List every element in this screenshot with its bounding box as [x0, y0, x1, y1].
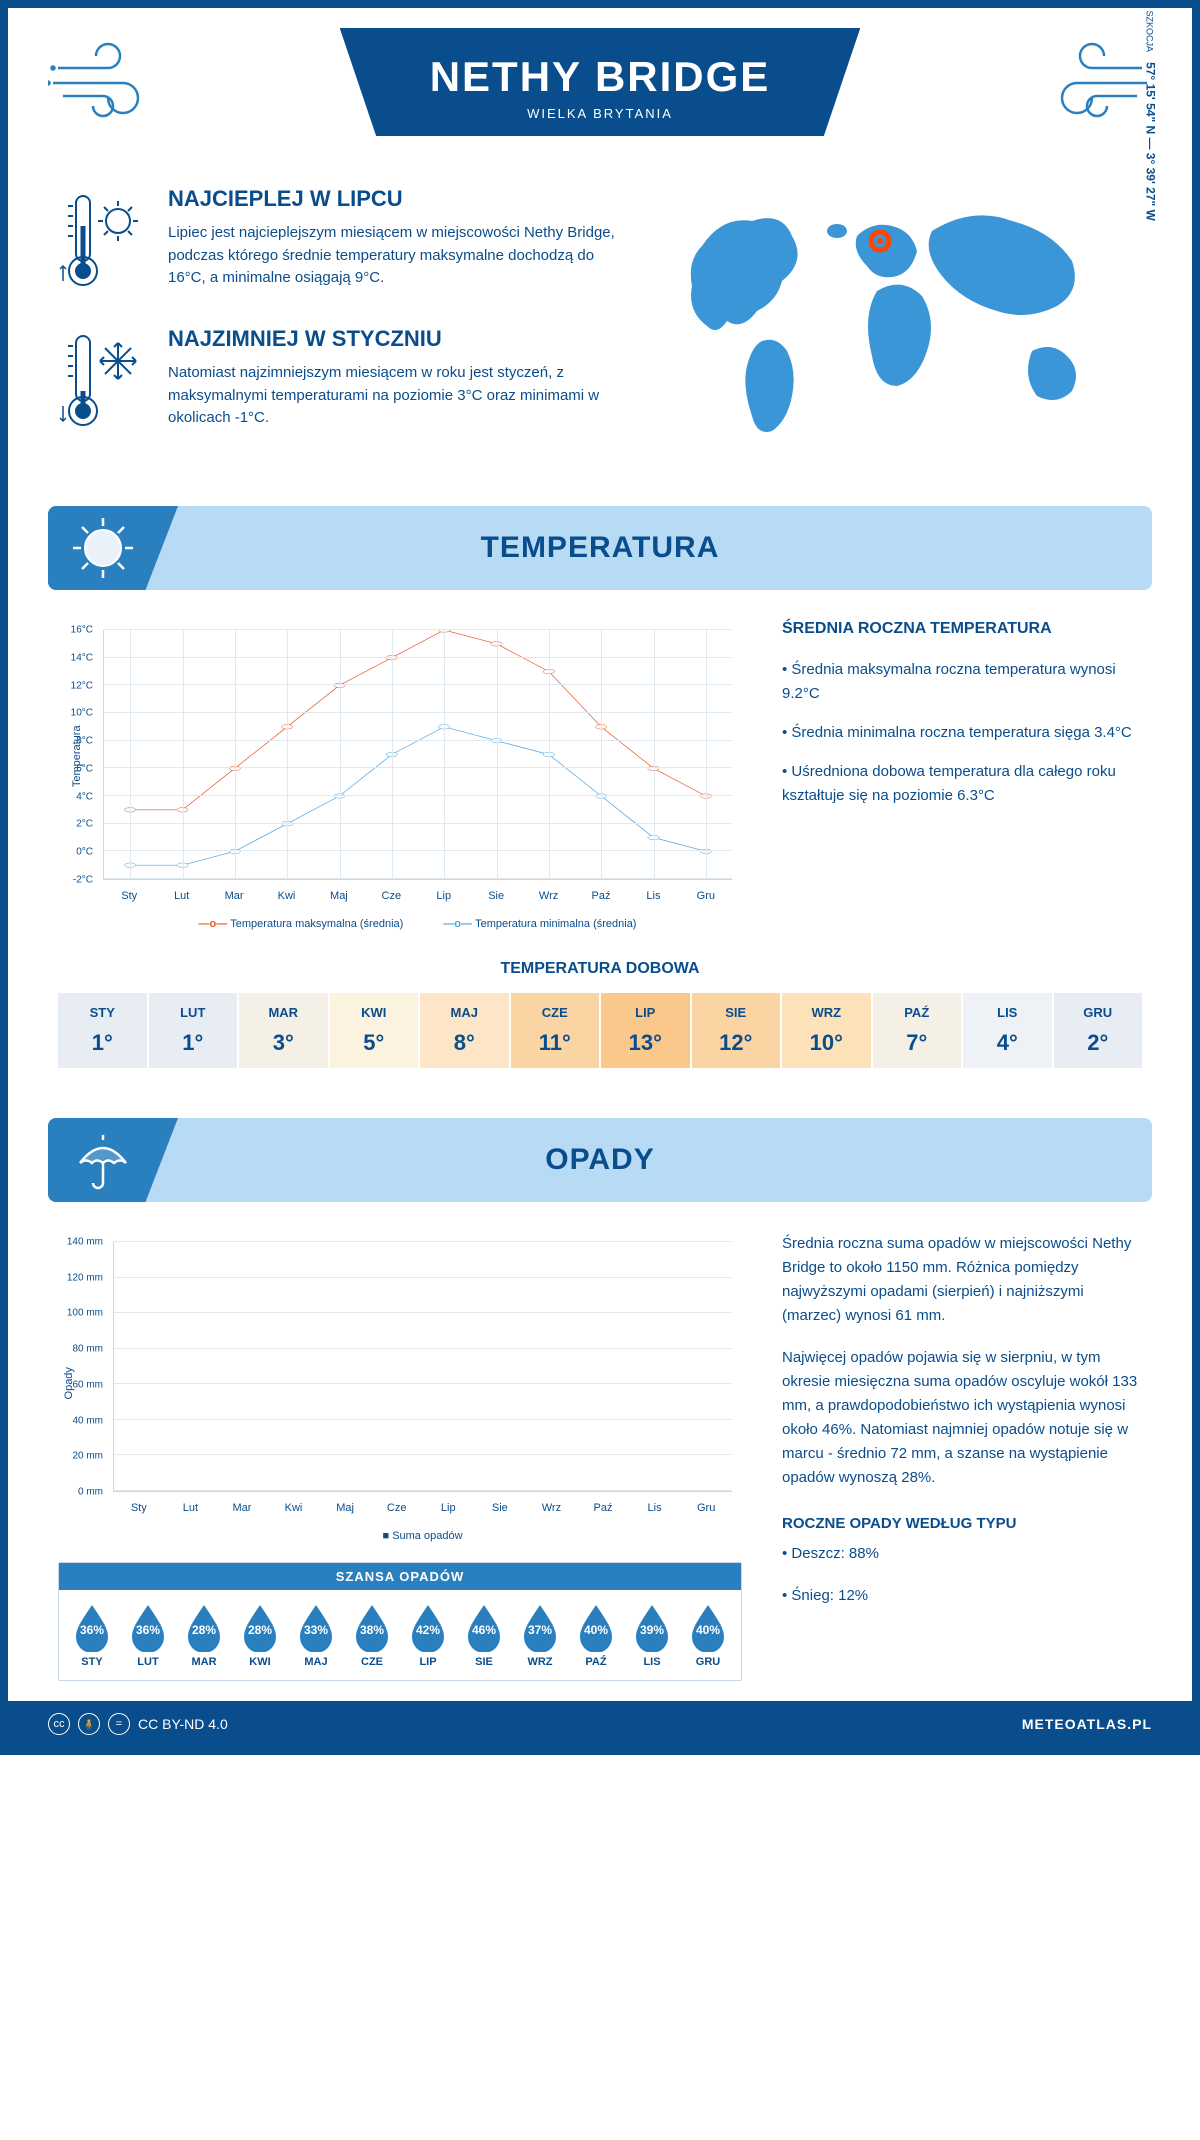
chance-cell: 42%LIP [400, 1602, 456, 1668]
chance-cell: 38%CZE [344, 1602, 400, 1668]
thermometer-hot-icon [58, 186, 148, 296]
hottest-block: NAJCIEPLEJ W LIPCU Lipiec jest najcieple… [58, 186, 622, 296]
coordinates: SZKOCJA 57° 15' 54" N — 3° 39' 27" W [1143, 11, 1157, 221]
daily-temperature: TEMPERATURA DOBOWA STY1°LUT1°MAR3°KWI5°M… [8, 950, 1192, 1108]
daily-temp-title: TEMPERATURA DOBOWA [58, 960, 1142, 978]
wind-icon [48, 38, 168, 123]
license-text: CC BY-ND 4.0 [138, 1716, 228, 1732]
precipitation-chance: SZANSA OPADÓW 36%STY36%LUT28%MAR28%KWI33… [58, 1562, 742, 1681]
daily-temp-cell: SIE12° [692, 993, 781, 1068]
daily-temp-cell: CZE11° [511, 993, 600, 1068]
daily-temp-cell: STY1° [58, 993, 147, 1068]
precip-text: Średnia roczna suma opadów w miejscowośc… [782, 1232, 1142, 1328]
footer: cc 🧍 = CC BY-ND 4.0 METEOATLAS.PL [8, 1701, 1192, 1747]
section-title: OPADY [48, 1143, 1152, 1177]
chance-title: SZANSA OPADÓW [59, 1563, 741, 1590]
chance-cell: 40%GRU [680, 1602, 736, 1668]
precip-snow: • Śnieg: 12% [782, 1584, 1142, 1608]
sun-icon [48, 506, 178, 590]
world-map: SZKOCJA 57° 15' 54" N — 3° 39' 27" W [662, 186, 1142, 466]
temperature-chart: Temperatura -2°C0°C2°C4°C6°C8°C10°C12°C1… [58, 620, 742, 930]
daily-temp-cell: GRU2° [1054, 993, 1143, 1068]
daily-temp-cell: LUT1° [149, 993, 238, 1068]
legend-min: Temperatura minimalna (średnia) [443, 918, 636, 930]
precipitation-header: OPADY [48, 1118, 1152, 1202]
umbrella-icon [48, 1118, 178, 1202]
legend-max: Temperatura maksymalna (średnia) [199, 918, 404, 930]
chance-cell: 39%LIS [624, 1602, 680, 1668]
location-title: NETHY BRIDGE [430, 53, 771, 101]
temp-bullet: • Średnia minimalna roczna temperatura s… [782, 721, 1142, 745]
temp-bullet: • Uśredniona dobowa temperatura dla całe… [782, 760, 1142, 808]
daily-temp-cell: PAŹ7° [873, 993, 962, 1068]
chance-cell: 33%MAJ [288, 1602, 344, 1668]
thermometer-cold-icon [58, 326, 148, 436]
precip-rain: • Deszcz: 88% [782, 1542, 1142, 1566]
intro-section: NAJCIEPLEJ W LIPCU Lipiec jest najcieple… [8, 166, 1192, 496]
title-banner: NETHY BRIDGE WIELKA BRYTANIA [340, 28, 861, 136]
coldest-block: NAJZIMNIEJ W STYCZNIU Natomiast najzimni… [58, 326, 622, 436]
daily-temp-cell: KWI5° [330, 993, 419, 1068]
coldest-title: NAJZIMNIEJ W STYCZNIU [168, 326, 622, 352]
chance-cell: 28%KWI [232, 1602, 288, 1668]
nd-icon: = [108, 1713, 130, 1735]
wind-icon [1032, 38, 1152, 123]
coldest-text: Natomiast najzimniejszym miesiącem w rok… [168, 362, 622, 430]
section-title: TEMPERATURA [48, 531, 1152, 565]
bar-legend: Suma opadów [113, 1530, 732, 1542]
site-name: METEOATLAS.PL [1022, 1716, 1152, 1732]
precip-type-title: ROCZNE OPADY WEDŁUG TYPU [782, 1515, 1142, 1532]
hottest-title: NAJCIEPLEJ W LIPCU [168, 186, 622, 212]
precipitation-chart: Opady 0 mm20 mm40 mm60 mm80 mm100 mm120 … [58, 1232, 742, 1542]
location-subtitle: WIELKA BRYTANIA [430, 106, 771, 121]
precip-text: Najwięcej opadów pojawia się w sierpniu,… [782, 1346, 1142, 1490]
chance-cell: 40%PAŹ [568, 1602, 624, 1668]
daily-temp-cell: MAR3° [239, 993, 328, 1068]
temp-bullet: • Średnia maksymalna roczna temperatura … [782, 658, 1142, 706]
by-icon: 🧍 [78, 1713, 100, 1735]
cc-icon: cc [48, 1713, 70, 1735]
precipitation-info: Średnia roczna suma opadów w miejscowośc… [782, 1232, 1142, 1681]
temperature-header: TEMPERATURA [48, 506, 1152, 590]
daily-temp-cell: LIS4° [963, 993, 1052, 1068]
chance-cell: 46%SIE [456, 1602, 512, 1668]
temperature-info: ŚREDNIA ROCZNA TEMPERATURA • Średnia mak… [782, 620, 1142, 930]
hottest-text: Lipiec jest najcieplejszym miesiącem w m… [168, 222, 622, 290]
daily-temp-cell: LIP13° [601, 993, 690, 1068]
header: NETHY BRIDGE WIELKA BRYTANIA [8, 8, 1192, 166]
chance-cell: 36%LUT [120, 1602, 176, 1668]
daily-temp-cell: MAJ8° [420, 993, 509, 1068]
chance-cell: 28%MAR [176, 1602, 232, 1668]
chance-cell: 36%STY [64, 1602, 120, 1668]
temp-info-title: ŚREDNIA ROCZNA TEMPERATURA [782, 620, 1142, 638]
chance-cell: 37%WRZ [512, 1602, 568, 1668]
daily-temp-cell: WRZ10° [782, 993, 871, 1068]
